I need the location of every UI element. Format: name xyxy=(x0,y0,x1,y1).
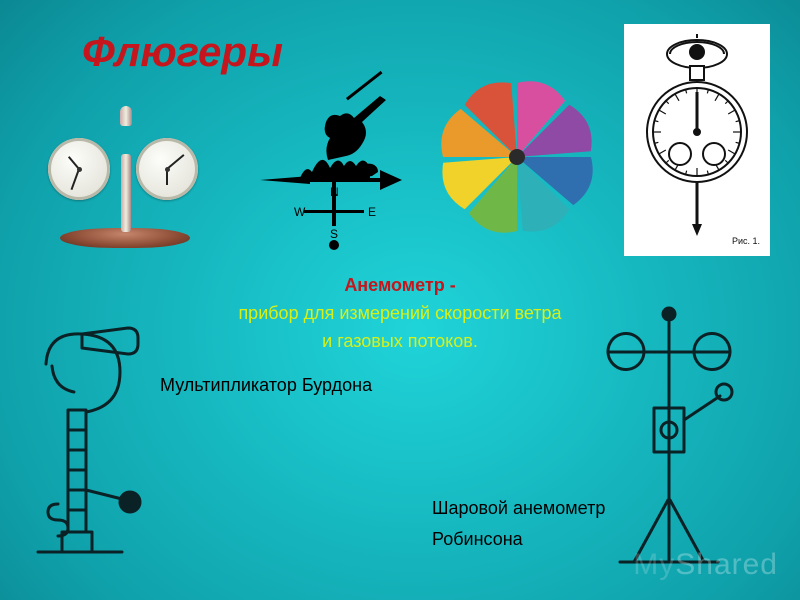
desk-clock-illustration xyxy=(36,78,216,248)
gauge-caption: Рис. 1. xyxy=(732,236,760,246)
anemometer-gauge-illustration: Рис. 1. xyxy=(624,24,770,256)
watermark: MyShared xyxy=(633,548,778,582)
robinson-caption: Шаровой анемометр Робинсона xyxy=(432,493,605,554)
gauge-dial-left xyxy=(48,138,110,200)
bourdon-caption: Мультипликатор Бурдона xyxy=(160,375,372,396)
svg-text:N: N xyxy=(330,185,339,199)
pinwheel-hub xyxy=(509,149,525,165)
definition-block: Анемометр - прибор для измерений скорост… xyxy=(150,272,650,356)
definition-term: Анемометр - xyxy=(344,275,455,295)
definition-line1: прибор для измерений скорости ветра xyxy=(238,303,561,323)
hunter-weathervane-illustration: W E N S xyxy=(250,60,420,250)
definition-line2: и газовых потоков. xyxy=(322,331,478,351)
pinwheel-illustration xyxy=(432,72,602,242)
bourdon-multiplier-illustration xyxy=(28,300,158,560)
gauge-dial-right xyxy=(136,138,198,200)
svg-text:W: W xyxy=(294,205,306,219)
svg-text:S: S xyxy=(330,227,338,241)
robinson-caption-l2: Робинсона xyxy=(432,529,523,549)
svg-text:E: E xyxy=(368,205,376,219)
robinson-caption-l1: Шаровой анемометр xyxy=(432,498,605,518)
